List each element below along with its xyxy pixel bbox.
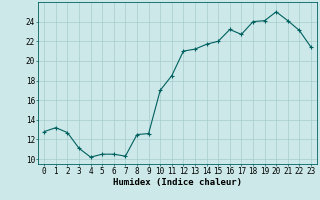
X-axis label: Humidex (Indice chaleur): Humidex (Indice chaleur) <box>113 178 242 187</box>
